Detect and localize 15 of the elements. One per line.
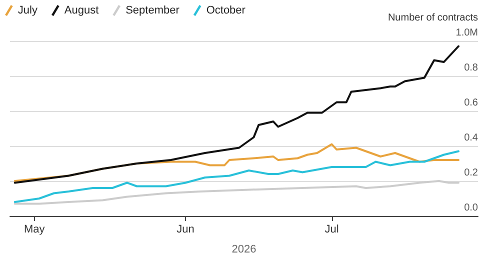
y-tick-label: 0.2 <box>464 168 478 178</box>
y-tick-label: 1.0M <box>456 28 478 38</box>
y-axis-title: Number of contracts <box>388 12 478 24</box>
legend-label: October <box>206 4 246 16</box>
y-tick-label: 0.6 <box>464 98 478 108</box>
y-tick-label: 0.4 <box>464 132 478 144</box>
y-tick-label: 0.8 <box>464 62 478 74</box>
legend-label: August <box>64 4 99 16</box>
y-tick-label: 0.0 <box>464 202 478 214</box>
x-tick-label: Jun <box>176 224 194 236</box>
x-tick-label: May <box>24 224 46 236</box>
legend-label: September <box>126 4 180 16</box>
legend-label: July <box>18 4 38 16</box>
x-axis-title: 2026 <box>232 244 256 256</box>
x-tick-label: Jul <box>324 224 339 236</box>
